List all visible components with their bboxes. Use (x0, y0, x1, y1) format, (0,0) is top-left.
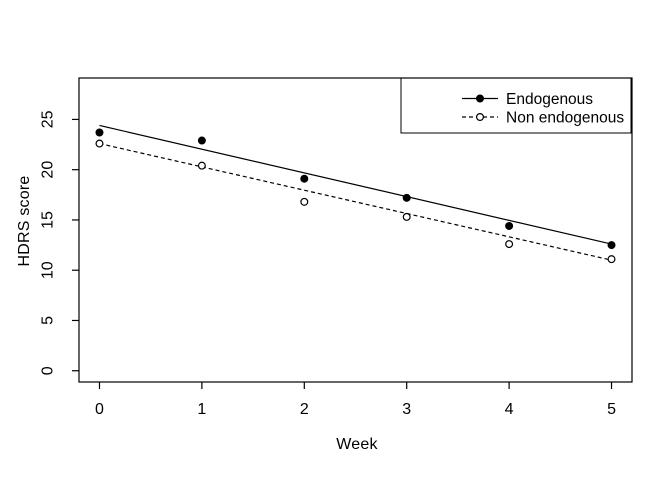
x-tick-label: 5 (607, 401, 616, 418)
y-axis-title: HDRS score (16, 175, 33, 267)
endogenous-point-week-5 (607, 241, 616, 250)
x-tick-label: 1 (197, 401, 206, 418)
endogenous-point-week-0 (95, 128, 104, 137)
non-endogenous-point-week-2 (300, 197, 309, 206)
non-endogenous-point-week-3 (402, 212, 411, 221)
legend-label-endogenous: Endogenous (506, 91, 593, 108)
endogenous-point-week-1 (197, 136, 206, 145)
y-tick-label: 5 (40, 316, 57, 325)
endogenous-point-week-3 (402, 193, 411, 202)
y-tick-label: 10 (40, 261, 57, 279)
x-tick-label: 4 (505, 401, 514, 418)
y-tick-label: 15 (40, 211, 57, 229)
non-endogenous-point-week-1 (197, 161, 206, 170)
non-endogenous-point-week-4 (505, 240, 514, 249)
endogenous-point-week-4 (505, 221, 514, 230)
legend-open-circle (476, 112, 485, 121)
endogenous-point-week-2 (300, 174, 309, 183)
legend-box (400, 77, 632, 134)
non-endogenous-trend-line (99, 142, 612, 261)
x-tick-label: 2 (300, 401, 309, 418)
non-endogenous-point-week-5 (607, 255, 616, 264)
endogenous-trend-line (99, 124, 612, 245)
y-tick-label: 25 (40, 110, 57, 128)
x-tick-label: 0 (95, 401, 104, 418)
y-tick-label: 20 (40, 161, 57, 179)
y-tick-label: 0 (40, 366, 57, 375)
plot-box (78, 77, 633, 383)
x-tick-label: 3 (402, 401, 411, 418)
x-axis-title: Week (336, 436, 378, 453)
legend-label-non-endogenous: Non endogenous (506, 109, 624, 126)
non-endogenous-point-week-0 (95, 139, 104, 148)
legend-filled-circle (476, 94, 485, 103)
